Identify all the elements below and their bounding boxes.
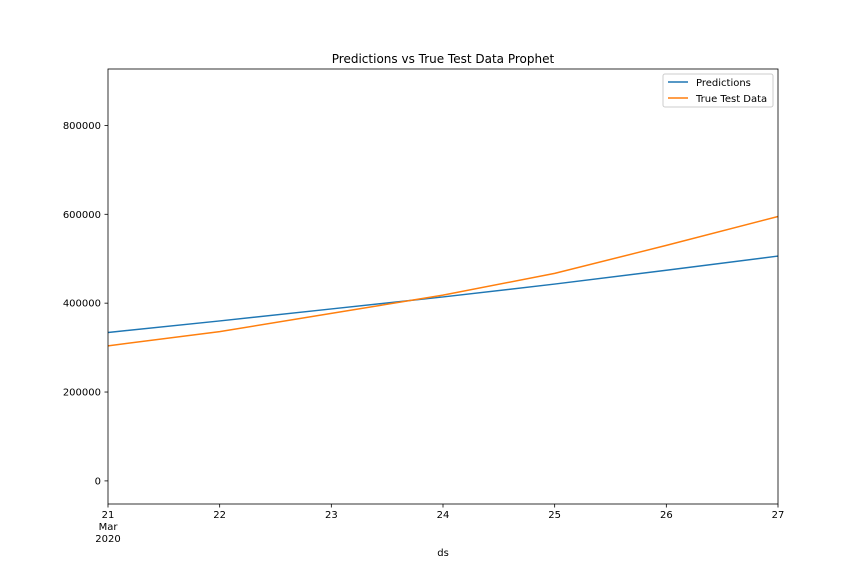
legend-label-true-test-data: True Test Data — [695, 94, 767, 105]
legend-box — [662, 73, 774, 108]
series-layer — [107, 215, 779, 347]
x-tick-label: 24 — [437, 510, 450, 521]
series-line-true-test-data — [107, 215, 779, 347]
y-tick-label: 600000 — [63, 210, 101, 221]
y-tick-label: 200000 — [63, 388, 101, 399]
plot-area-frame — [107, 68, 779, 505]
y-tick-label: 800000 — [63, 121, 101, 132]
y-axis: 0 200000 400000 600000 800000 — [63, 121, 108, 487]
x-tick-label: 25 — [548, 510, 561, 521]
x-tick-label: 26 — [660, 510, 673, 521]
x-tick-label: 23 — [325, 510, 338, 521]
x-tick-label: 22 — [213, 510, 226, 521]
x-tick-label: 21 Mar 2020 — [95, 510, 120, 545]
x-tick-label: 27 — [772, 510, 785, 521]
chart-title: Predictions vs True Test Data Prophet — [332, 52, 555, 66]
series-line-predictions — [107, 255, 779, 334]
legend: Predictions True Test Data — [662, 73, 774, 108]
x-axis: 21 Mar 2020 22 23 24 25 26 27 — [95, 504, 784, 545]
y-tick-label: 0 — [95, 476, 101, 487]
x-axis-label: ds — [437, 548, 449, 559]
y-tick-label: 400000 — [63, 299, 101, 310]
legend-label-predictions: Predictions — [696, 78, 751, 89]
